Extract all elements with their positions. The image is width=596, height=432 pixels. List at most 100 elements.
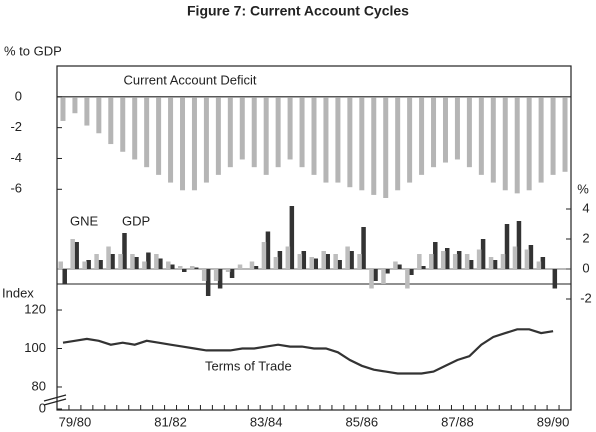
x-tick-label: 79/80 [59, 414, 92, 429]
bar [468, 260, 474, 269]
bar [263, 97, 269, 175]
x-tick-label: 85/86 [346, 414, 379, 429]
bar [289, 206, 295, 269]
bar [251, 97, 257, 168]
bar [277, 251, 283, 269]
bar [106, 246, 111, 269]
bar [193, 267, 199, 269]
bar [454, 97, 460, 160]
bar [407, 97, 413, 183]
bar [94, 254, 99, 269]
bar [154, 254, 159, 269]
legend-label: GDP [122, 213, 150, 228]
bar [440, 251, 446, 269]
y2-tick-label: 0 [582, 260, 589, 275]
bar [215, 97, 221, 175]
bar [217, 269, 223, 289]
bar [182, 269, 187, 272]
bar [166, 261, 171, 269]
bar [70, 239, 75, 269]
bar [132, 97, 138, 160]
bar [74, 242, 79, 269]
x-tick-label: 89/90 [537, 414, 570, 429]
y-tick-label: 100 [24, 340, 46, 355]
bar [444, 248, 450, 269]
y-tick-label: 0 [15, 88, 22, 103]
bar [381, 269, 386, 284]
x-tick-label: 83/84 [250, 414, 283, 429]
bar [550, 97, 556, 175]
bar [122, 233, 127, 269]
bar [299, 97, 305, 168]
axis-break [43, 394, 67, 402]
bar [512, 246, 518, 269]
bar [345, 246, 350, 269]
bar [118, 254, 123, 269]
bar [225, 269, 231, 272]
bar [239, 97, 245, 160]
bar [333, 254, 338, 269]
bar [275, 97, 281, 168]
bar [429, 254, 434, 269]
bar [359, 97, 365, 191]
bar [361, 227, 366, 269]
y2-axis-label: % [577, 181, 589, 196]
y-tick-label: -2 [10, 119, 22, 134]
y-tick-label: -6 [10, 181, 22, 196]
bar [311, 97, 317, 175]
bar [538, 97, 544, 183]
bar [134, 257, 139, 269]
bar [480, 239, 486, 269]
bar [488, 257, 494, 269]
bar [189, 266, 195, 269]
bar [357, 254, 362, 269]
bar [397, 264, 402, 269]
bar [72, 97, 78, 114]
bar [285, 246, 291, 269]
y-tick-label: 80 [32, 378, 46, 393]
bar [313, 258, 318, 269]
bar [191, 97, 197, 191]
bar [417, 254, 422, 269]
bar [347, 97, 353, 188]
bar [419, 97, 425, 175]
bar [130, 254, 135, 269]
bar [287, 97, 293, 160]
x-tick-label: 87/88 [441, 414, 474, 429]
bar [385, 269, 390, 274]
bar [142, 261, 147, 269]
y2-tick-label: -2 [580, 290, 592, 305]
bar [144, 97, 150, 168]
y2-tick-label: 2 [582, 230, 589, 245]
bar [369, 269, 374, 289]
y-tick-label: 0 [39, 400, 46, 415]
bar [335, 97, 341, 183]
bar [337, 260, 342, 269]
bar [110, 254, 115, 269]
annotation: Terms of Trade [205, 358, 292, 373]
bar [325, 254, 330, 269]
bar [98, 260, 103, 269]
bar [146, 252, 151, 269]
bar [261, 242, 267, 269]
y2-tick-label: 4 [582, 200, 589, 215]
bar [540, 257, 546, 269]
legend-label: GNE [70, 213, 99, 228]
bar [265, 231, 271, 269]
bar [227, 97, 233, 168]
bar [237, 264, 243, 269]
bar [178, 266, 183, 269]
bar [504, 224, 510, 269]
bar [393, 261, 398, 269]
bar [273, 257, 279, 269]
line [62, 328, 554, 375]
bar [383, 97, 389, 198]
axis-break [43, 398, 67, 406]
bar [373, 269, 378, 281]
bar [431, 97, 437, 168]
bar [528, 245, 534, 269]
bar [452, 254, 458, 269]
bar [156, 97, 162, 175]
bar [168, 97, 174, 183]
